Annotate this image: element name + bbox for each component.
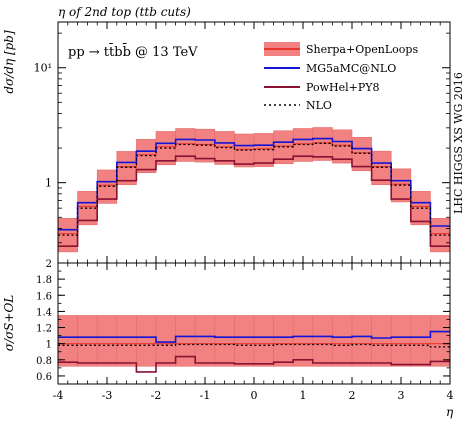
ratio-nlo-line (58, 343, 450, 348)
ratio-band-bin-15 (351, 315, 372, 367)
powhel-line (58, 155, 450, 247)
main-panel-data (58, 127, 450, 253)
y-axis-label-ratio: σ/σS+OL (2, 295, 16, 352)
ratio-band-bin-18 (410, 315, 431, 367)
ratio-band-bin-1 (77, 315, 98, 367)
y-ratio-tick-label-4: 1.4 (36, 307, 52, 318)
y-ratio-tick-label-1: 0.8 (36, 356, 52, 367)
ratio-panel-data (58, 315, 450, 373)
y-main-tick-label-0: 1 (45, 177, 52, 190)
ratio-band-bin-19 (430, 315, 450, 367)
chart-title: η of 2nd top (ttb cuts) (58, 5, 191, 19)
x-tick-label-4: 0 (251, 389, 258, 402)
x-tick-label-5: 1 (300, 389, 307, 402)
y-ratio-tick-label-2: 1 (46, 340, 52, 351)
nlo-line (58, 142, 450, 236)
sherpa-band-bin-3 (116, 151, 137, 186)
axis-ticks: -4 -3 -2 -1 0 1 2 3 4 1 10¹ 0.6 0.8 1 1.2 1.4 1.6 1.8 2 (34, 22, 454, 402)
ratio-band-bin-4 (136, 315, 157, 367)
ratio-band-bin-2 (96, 315, 118, 367)
x-tick-label-0: -4 (53, 389, 64, 402)
legend-entry-sherpa: Sherpa+OpenLoops (306, 43, 418, 56)
legend-entry-nlo: NLO (306, 99, 332, 112)
ratio-band-bin-0 (58, 315, 78, 367)
ratio-band-bin-10 (253, 315, 274, 367)
x-axis-label: η (446, 405, 454, 419)
y-axis-label-main: dσ/dη [pb] (2, 30, 16, 94)
y-ratio-tick-label-3: 1.2 (36, 324, 52, 335)
sherpa-band-bin-15 (351, 137, 372, 172)
ratio-band-bin-16 (371, 315, 392, 367)
y-ratio-tick-label-7: 2 (46, 259, 52, 270)
x-tick-label-2: -2 (151, 389, 162, 402)
ratio-mg5-line (58, 330, 450, 343)
side-label: LHC HIGGS XS WG 2016 (452, 72, 465, 214)
ratio-band-bin-11 (273, 315, 294, 367)
x-tick-label-6: 2 (349, 389, 356, 402)
ratio-band-bin-7 (194, 315, 216, 367)
ratio-band-bin-3 (116, 315, 137, 367)
ratio-band-bin-8 (214, 315, 235, 367)
x-tick-label-1: -3 (102, 389, 113, 402)
ratio-band-bin-12 (292, 315, 314, 367)
x-tick-label-7: 3 (398, 389, 405, 402)
legend: Sherpa+OpenLoops MG5aMC@NLO PowHel+PY8 N… (264, 42, 418, 112)
x-tick-label-8: 4 (447, 389, 454, 402)
legend-entry-powhel: PowHel+PY8 (306, 81, 380, 94)
legend-entry-mg5: MG5aMC@NLO (306, 62, 396, 75)
ratio-band-bin-9 (234, 315, 255, 367)
y-ratio-tick-label-6: 1.8 (36, 275, 52, 286)
y-main-tick-label-1: 10¹ (34, 62, 52, 75)
ratio-band-bin-17 (390, 315, 412, 367)
ratio-powhel-line (58, 355, 450, 373)
mg5-line (58, 137, 450, 231)
y-ratio-tick-label-5: 1.6 (36, 291, 52, 302)
y-ratio-tick-label-0: 0.6 (36, 372, 52, 383)
ratio-band-bin-6 (175, 315, 196, 367)
sherpa-band-bin-13 (312, 127, 333, 161)
process-label: pp → tt̄bb̄ @ 13 TeV (68, 43, 198, 60)
ratio-band-bin-5 (155, 315, 176, 367)
x-tick-label-3: -1 (200, 389, 211, 402)
ratio-band-bin-14 (332, 315, 353, 367)
ratio-band-bin-13 (312, 315, 333, 367)
